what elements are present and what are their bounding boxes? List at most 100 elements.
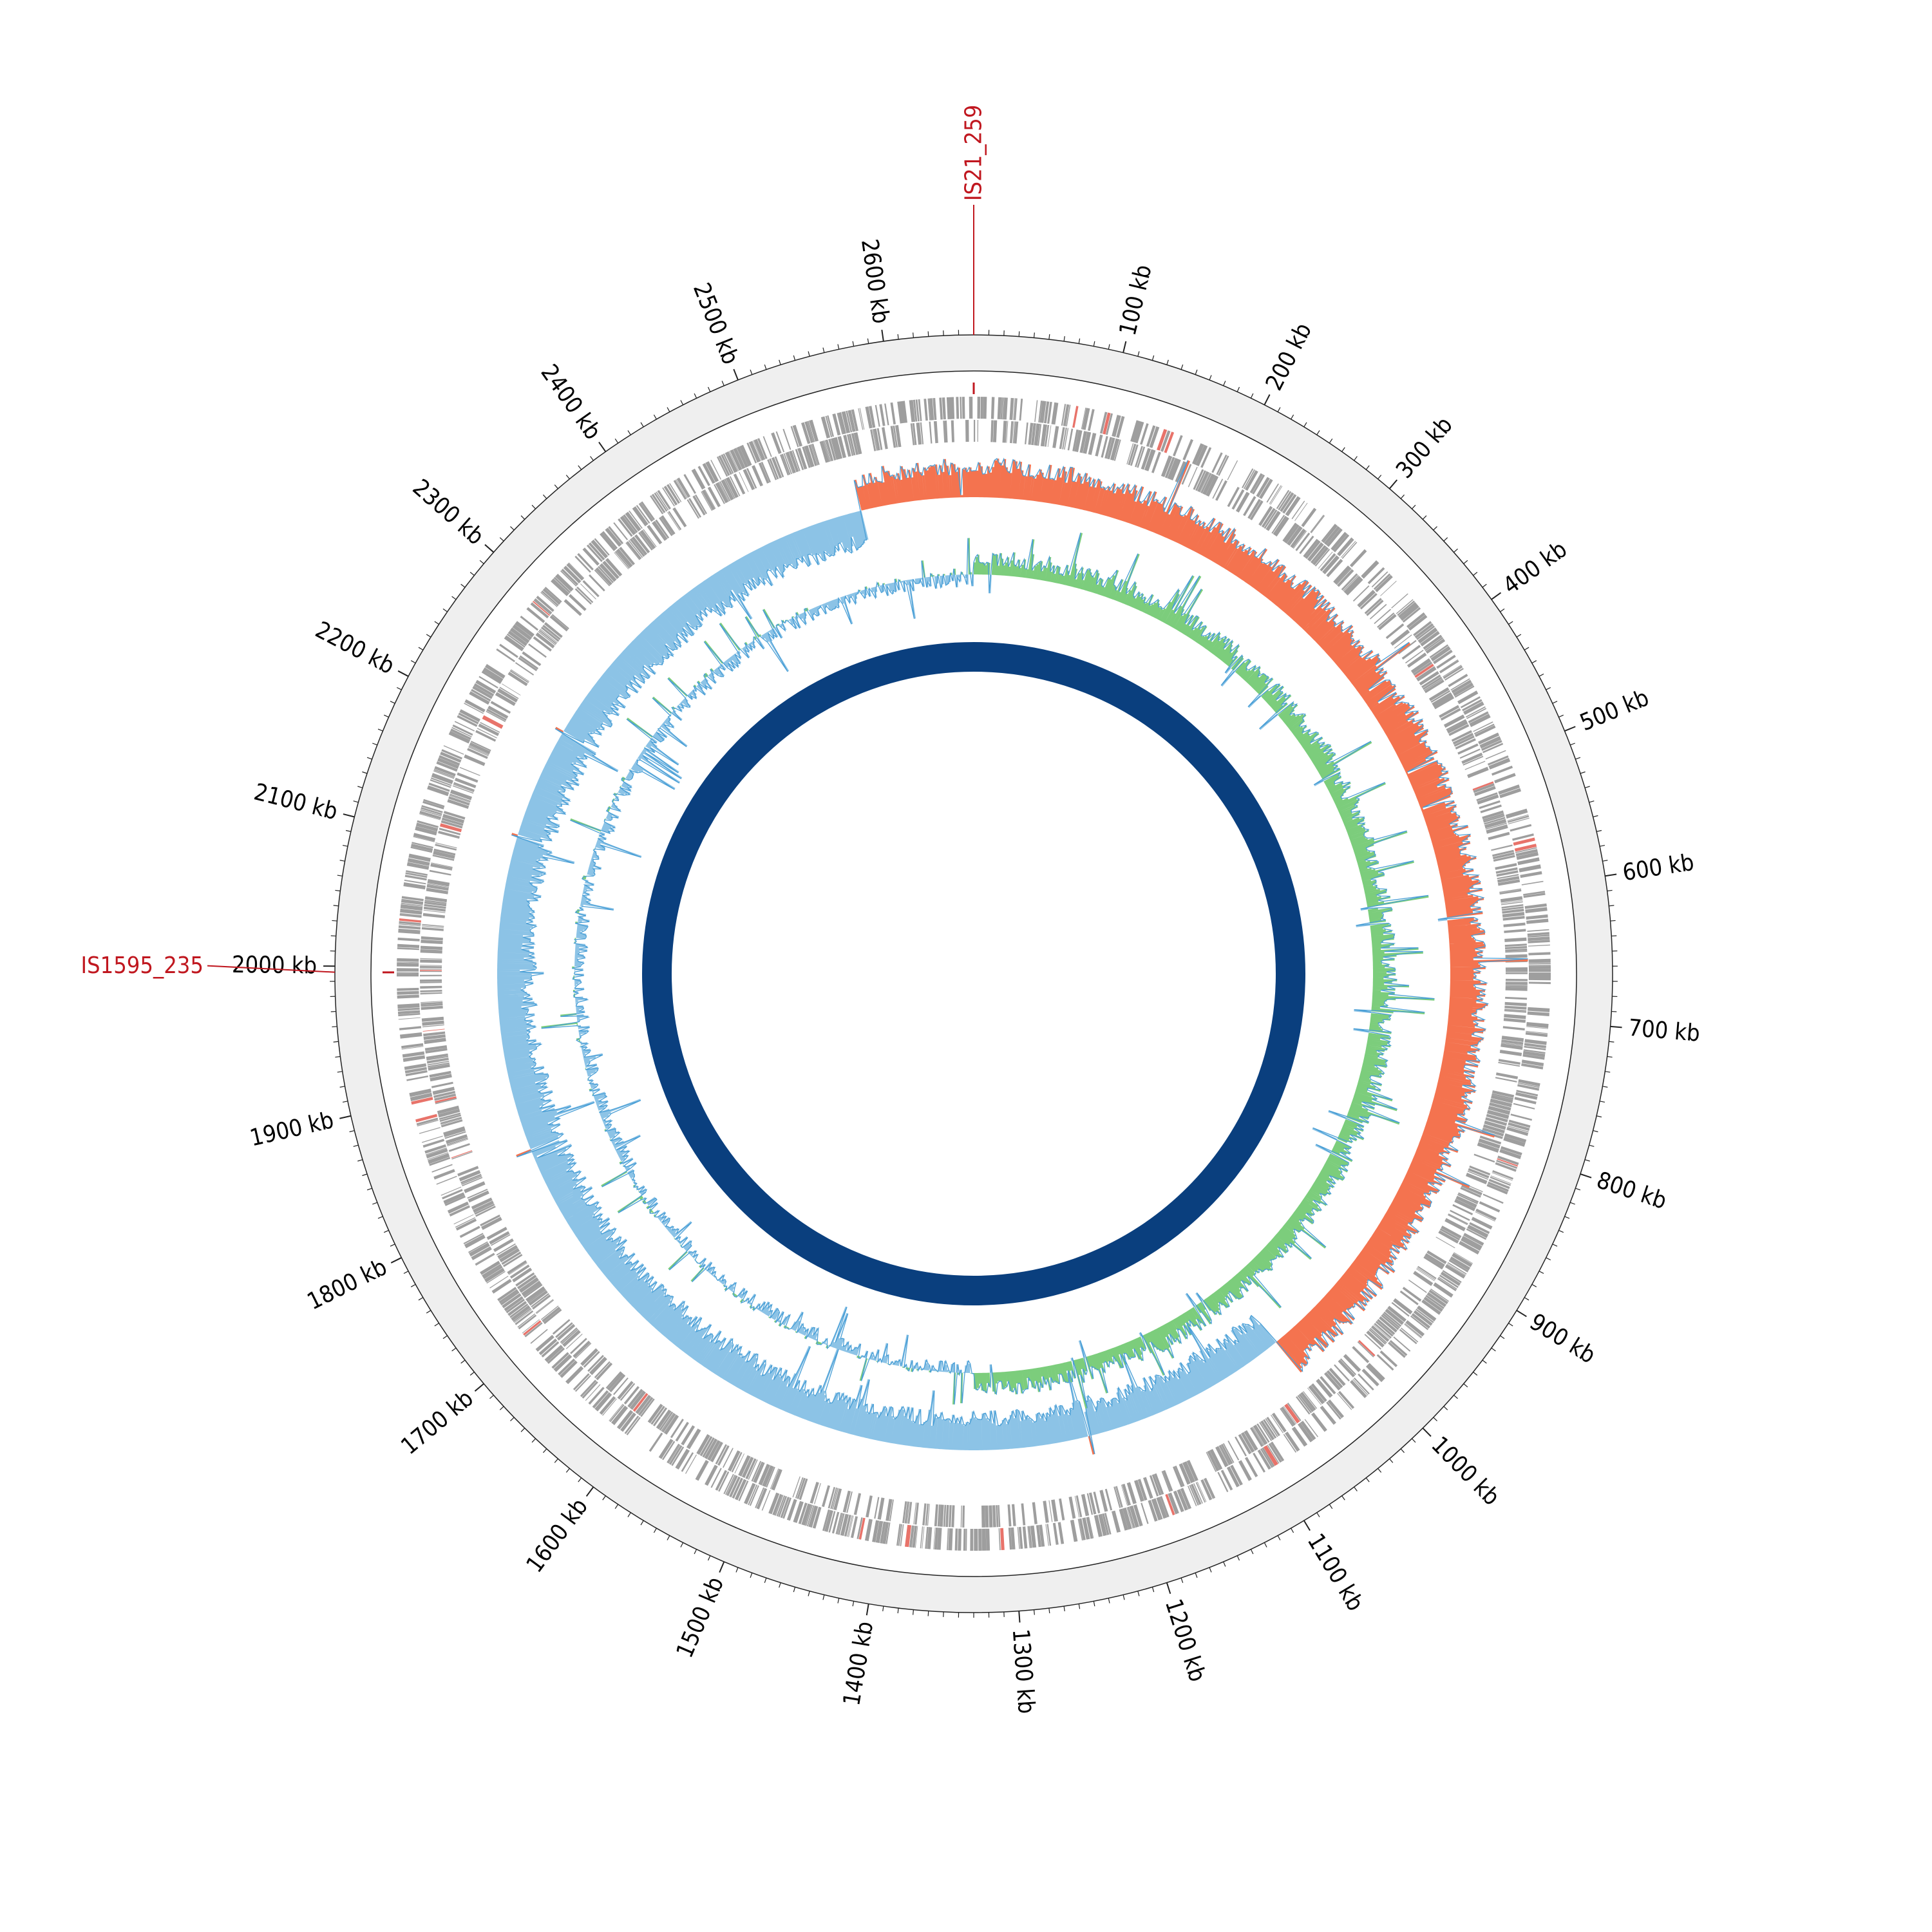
minor-tick xyxy=(852,1601,855,1607)
minor-tick xyxy=(680,1542,684,1548)
major-tick xyxy=(474,1383,484,1392)
minor-tick xyxy=(1552,1244,1558,1247)
major-tick xyxy=(484,544,495,553)
backbone-ring xyxy=(642,642,1305,1305)
minor-tick xyxy=(1108,344,1110,350)
minor-tick xyxy=(1602,860,1608,862)
minor-tick xyxy=(1209,375,1212,381)
minor-tick xyxy=(1433,526,1437,531)
minor-tick xyxy=(377,1216,383,1219)
minor-tick xyxy=(1180,1578,1184,1584)
minor-tick xyxy=(390,1244,395,1247)
major-tick xyxy=(585,1486,594,1497)
minor-tick xyxy=(1033,332,1035,338)
major-tick xyxy=(1422,1427,1432,1437)
minor-tick xyxy=(667,407,670,412)
minor-tick xyxy=(852,341,855,346)
minor-tick xyxy=(590,456,594,461)
minor-tick xyxy=(1236,1555,1240,1561)
minor-tick xyxy=(1539,673,1544,677)
minor-tick xyxy=(913,332,914,338)
minor-tick xyxy=(1539,1271,1544,1274)
minor-tick xyxy=(1609,1041,1615,1043)
minor-tick xyxy=(1599,844,1605,847)
minor-tick xyxy=(1341,1495,1345,1501)
minor-tick xyxy=(1093,341,1095,346)
is-label: IS1595_235 xyxy=(80,952,204,979)
minor-tick xyxy=(353,800,359,803)
major-tick xyxy=(1264,394,1271,406)
backbone-ring-band xyxy=(642,642,1305,1305)
minor-tick xyxy=(578,465,582,470)
minor-tick xyxy=(1422,515,1427,520)
minor-tick xyxy=(822,1595,825,1600)
minor-tick xyxy=(735,1567,739,1573)
minor-tick xyxy=(1593,1130,1598,1133)
minor-tick xyxy=(1546,687,1551,690)
minor-tick xyxy=(1552,701,1558,704)
minor-tick xyxy=(489,1394,494,1399)
major-tick xyxy=(733,368,739,381)
minor-tick xyxy=(460,583,466,588)
tick-label: 2300 kb xyxy=(408,475,489,551)
minor-tick xyxy=(357,1159,363,1162)
minor-tick xyxy=(1063,336,1065,342)
minor-tick xyxy=(1570,1202,1575,1205)
is-label: IS21_259 xyxy=(961,105,987,201)
minor-tick xyxy=(451,596,457,600)
minor-tick xyxy=(1137,351,1140,357)
tick-label: 200 kb xyxy=(1261,319,1317,395)
minor-tick xyxy=(353,1144,359,1147)
minor-tick xyxy=(927,331,929,337)
tick-label: 1200 kb xyxy=(1160,1596,1211,1685)
minor-tick xyxy=(1558,714,1564,718)
minor-tick xyxy=(1596,829,1602,832)
minor-tick xyxy=(434,1323,439,1327)
minor-tick xyxy=(565,1468,570,1473)
minor-tick xyxy=(383,714,389,718)
minor-tick xyxy=(1316,430,1320,435)
tick-label: 1700 kb xyxy=(396,1385,478,1460)
major-tick xyxy=(719,1561,725,1573)
is-leader-line xyxy=(207,965,336,973)
minor-tick xyxy=(1195,369,1198,375)
minor-tick xyxy=(333,1041,339,1043)
minor-tick xyxy=(1500,608,1505,612)
minor-tick xyxy=(1411,1438,1416,1443)
minor-tick xyxy=(531,1438,536,1443)
minor-tick xyxy=(1610,920,1616,922)
minor-tick xyxy=(349,1130,355,1133)
minor-tick xyxy=(627,1512,631,1517)
minor-tick xyxy=(442,608,448,612)
minor-tick xyxy=(442,1335,448,1340)
tick-label: 2400 kb xyxy=(535,360,606,445)
minor-tick xyxy=(1291,1528,1294,1533)
minor-tick xyxy=(602,1495,606,1501)
minor-tick xyxy=(721,381,724,386)
minor-tick xyxy=(808,351,810,357)
ruler-inner-edge xyxy=(370,370,1577,1577)
minor-tick xyxy=(653,414,657,420)
minor-tick xyxy=(410,1283,416,1287)
minor-tick xyxy=(451,1347,457,1352)
minor-tick xyxy=(1180,364,1184,370)
minor-tick xyxy=(1463,560,1468,564)
minor-tick xyxy=(520,515,526,520)
tick-label: 700 kb xyxy=(1627,1015,1701,1047)
tick-label: 100 kb xyxy=(1115,262,1157,338)
minor-tick xyxy=(469,1372,475,1376)
minor-tick xyxy=(479,560,484,564)
tick-label: 2200 kb xyxy=(311,617,399,680)
tick-label: 1100 kb xyxy=(1302,1530,1368,1616)
minor-tick xyxy=(1250,393,1254,399)
minor-tick xyxy=(808,1591,810,1596)
tick-label: 400 kb xyxy=(1499,536,1572,600)
major-tick xyxy=(339,1115,352,1119)
insertion-sequence-labels: IS21_259 IS1595_235 xyxy=(80,105,987,979)
minor-tick xyxy=(793,355,796,361)
major-tick xyxy=(1564,726,1576,732)
minor-tick xyxy=(410,660,416,664)
minor-tick xyxy=(337,875,343,876)
minor-tick xyxy=(543,494,547,499)
